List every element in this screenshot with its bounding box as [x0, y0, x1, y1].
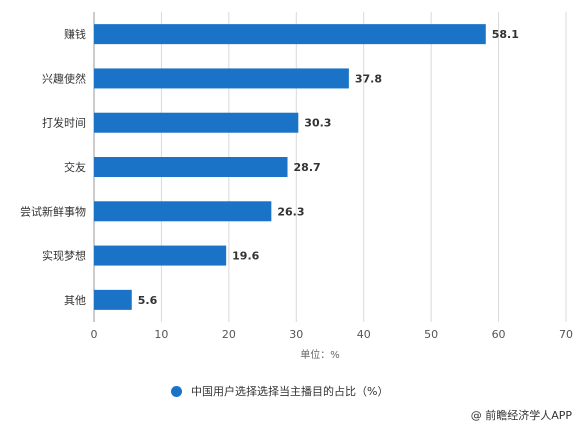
- x-tick-label: 10: [154, 328, 168, 341]
- x-tick-label: 0: [91, 328, 98, 341]
- data-label: 5.6: [138, 294, 158, 307]
- legend: 中国用户选择选择当主播目的占比（%）: [171, 383, 388, 399]
- x-tick-label: 50: [424, 328, 438, 341]
- data-label: 19.6: [232, 250, 259, 263]
- x-tick-label: 20: [222, 328, 236, 341]
- x-tick-label: 40: [357, 328, 371, 341]
- x-axis-title: 单位：%: [300, 348, 340, 361]
- source-credit: @ 前瞻经济学人APP: [470, 409, 572, 422]
- category-label: 尝试新鲜事物: [20, 204, 86, 218]
- data-label: 30.3: [304, 117, 331, 130]
- category-label: 兴趣使然: [42, 71, 86, 85]
- bar: [94, 289, 132, 310]
- bar: [94, 68, 349, 89]
- legend-marker: [171, 385, 182, 397]
- bar: [94, 201, 272, 222]
- data-label: 28.7: [294, 161, 321, 174]
- data-label: 26.3: [277, 205, 304, 218]
- x-tick-label: 70: [559, 328, 573, 341]
- category-label: 其他: [64, 294, 86, 307]
- bar: [94, 245, 227, 266]
- category-label: 实现梦想: [42, 249, 86, 263]
- data-label: 58.1: [492, 28, 519, 41]
- bar: [94, 112, 299, 133]
- data-label: 37.8: [355, 72, 382, 85]
- category-label: 赚钱: [64, 27, 86, 41]
- category-label: 打发时间: [42, 116, 86, 130]
- x-tick-label: 60: [492, 328, 506, 341]
- bar: [94, 157, 288, 177]
- category-label: 交友: [64, 160, 86, 174]
- x-tick-label: 30: [289, 328, 303, 341]
- bar: [94, 24, 486, 45]
- legend-label: 中国用户选择选择当主播目的占比（%）: [191, 385, 389, 398]
